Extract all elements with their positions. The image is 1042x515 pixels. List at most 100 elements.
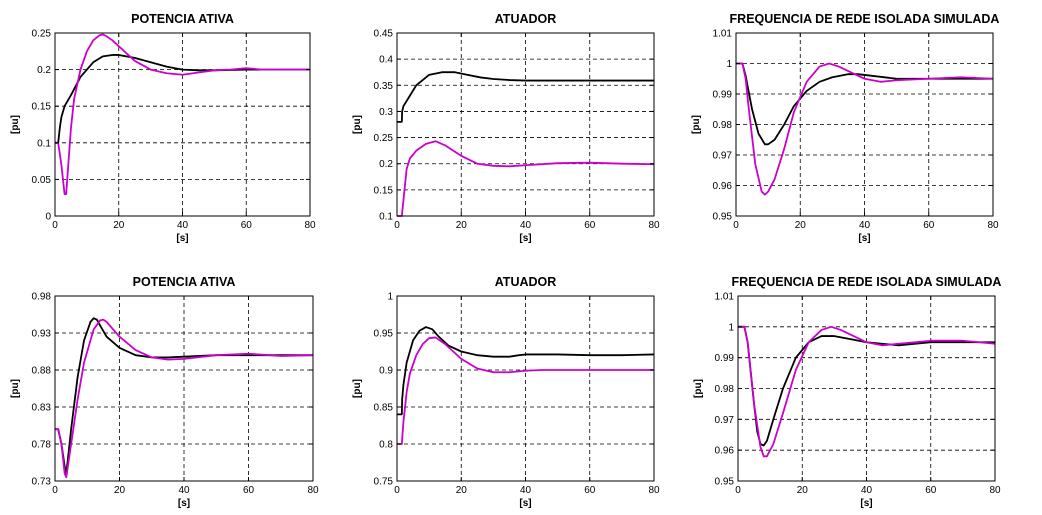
x-axis-label: [s] — [860, 498, 872, 509]
y-tick-label: 0.25 — [374, 133, 394, 144]
y-tick-label: 1.01 — [713, 29, 733, 40]
y-tick-label: 0.97 — [715, 415, 735, 426]
series-line-2 — [738, 325, 996, 458]
x-tick-label: 60 — [584, 220, 596, 231]
x-tick-label: 0 — [52, 485, 58, 496]
x-tick-label: 40 — [859, 220, 871, 231]
chart-title: ATUADOR — [495, 275, 557, 289]
y-axis-label: [pu] — [10, 379, 21, 398]
chart-title: FREQUENCIA DE REDE ISOLADA SIMULADA — [732, 275, 1002, 289]
y-tick-label: 0.95 — [374, 329, 394, 340]
x-tick-label: 80 — [304, 220, 316, 231]
y-tick-label: 0.98 — [713, 120, 733, 131]
x-tick-label: 80 — [307, 485, 319, 496]
x-tick-label: 40 — [520, 485, 532, 496]
x-tick-label: 40 — [178, 485, 190, 496]
y-axis-label: [pu] — [691, 115, 702, 134]
x-tick-label: 40 — [861, 485, 873, 496]
series-line-2 — [397, 140, 655, 217]
y-tick-label: 0.15 — [32, 102, 52, 113]
series-line-2 — [736, 62, 994, 196]
chart-title: FREQUENCIA DE REDE ISOLADA SIMULADA — [730, 12, 1000, 26]
x-tick-label: 0 — [394, 485, 400, 496]
y-tick-label: 0.45 — [374, 29, 394, 40]
subplot-6: 0 20 40 60 80 0.95 0.96 0.97 0.98 0.99 1 1.01 FREQUE… — [693, 275, 1001, 509]
y-tick-label: 0.97 — [713, 151, 733, 162]
x-tick-label: 80 — [987, 220, 999, 231]
y-tick-label: 0.2 — [379, 159, 393, 170]
chart-title: POTENCIA ATIVA — [133, 275, 236, 289]
x-tick-label: 0 — [733, 220, 739, 231]
y-tick-label: 0.98 — [32, 292, 52, 303]
x-tick-label: 0 — [52, 220, 58, 231]
y-tick-label: 0.99 — [713, 90, 733, 101]
series-line-2 — [397, 336, 654, 445]
y-tick-label: 0.99 — [715, 353, 735, 364]
y-tick-label: 0.9 — [379, 366, 393, 377]
y-tick-label: 0.25 — [32, 29, 52, 40]
y-tick-label: 1.01 — [715, 292, 735, 303]
x-tick-label: 20 — [456, 485, 468, 496]
y-axis-label: [pu] — [10, 115, 21, 134]
y-tick-label: 0.3 — [379, 107, 393, 118]
y-tick-label: 0.96 — [713, 181, 733, 192]
series-line-1 — [55, 317, 313, 475]
y-tick-label: 0.73 — [32, 477, 52, 488]
y-tick-label: 0.15 — [374, 185, 394, 196]
y-tick-label: 0.78 — [32, 440, 52, 451]
y-tick-label: 0.1 — [37, 138, 51, 149]
x-tick-label: 0 — [394, 220, 400, 231]
y-tick-label: 0.8 — [379, 440, 393, 451]
series-line-1 — [397, 71, 654, 123]
y-tick-label: 0.4 — [379, 55, 393, 66]
x-tick-label: 20 — [456, 220, 468, 231]
subplot-4: 0 20 40 60 80 0.73 0.78 0.83 0.88 0.93 0.98 POTENCI… — [10, 275, 319, 509]
series-line-1 — [397, 326, 655, 416]
x-axis-label: [s] — [178, 498, 190, 509]
x-axis-label: [s] — [176, 233, 188, 244]
x-tick-label: 40 — [520, 220, 532, 231]
x-tick-label: 0 — [735, 485, 741, 496]
x-axis-label: [s] — [519, 233, 531, 244]
x-tick-label: 60 — [241, 220, 253, 231]
y-tick-label: 0.88 — [32, 366, 52, 377]
x-tick-label: 60 — [243, 485, 255, 496]
y-tick-label: 0 — [45, 212, 51, 223]
x-axis-label: [s] — [519, 498, 531, 509]
y-tick-label: 0.95 — [713, 212, 733, 223]
subplot-2: 0 20 40 60 80 0.1 0.15 0.2 0.25 0.3 0.35 0.4 0.45 ATU… — [352, 12, 660, 244]
subplot-3: 0 20 40 60 80 0.95 0.96 0.97 0.98 0.99 1 1.01 FREQUE… — [691, 12, 999, 244]
x-tick-label: 20 — [114, 485, 126, 496]
x-tick-label: 80 — [989, 485, 1001, 496]
y-tick-label: 1 — [728, 322, 734, 333]
y-tick-label: 1 — [726, 59, 732, 70]
chart-title: POTENCIA ATIVA — [131, 12, 234, 26]
y-tick-label: 0.96 — [715, 446, 735, 457]
series-line-2 — [55, 33, 310, 195]
y-axis-label: [pu] — [352, 379, 363, 398]
x-tick-label: 20 — [113, 220, 125, 231]
x-tick-label: 20 — [795, 220, 807, 231]
y-tick-label: 0.83 — [32, 403, 52, 414]
y-tick-label: 0.85 — [374, 403, 394, 414]
subplot-5: 0 20 40 60 80 0.75 0.8 0.85 0.9 0.95 1 ATUADOR [s] [p… — [352, 275, 660, 509]
y-tick-label: 0.93 — [32, 329, 52, 340]
y-tick-label: 0.95 — [715, 477, 735, 488]
x-tick-label: 20 — [797, 485, 809, 496]
y-tick-label: 0.1 — [379, 212, 393, 223]
subplot-1: 0 20 40 60 80 0 0.05 0.1 0.15 0.2 0.25 POTENCIA ATI… — [10, 12, 316, 244]
y-tick-label: 0.35 — [374, 81, 394, 92]
chart-title: ATUADOR — [495, 12, 557, 26]
y-axis-label: [pu] — [693, 379, 704, 398]
y-tick-label: 0.05 — [32, 175, 52, 186]
y-tick-label: 0.98 — [715, 384, 735, 395]
x-tick-label: 60 — [923, 220, 935, 231]
x-axis-label: [s] — [858, 233, 870, 244]
x-tick-label: 40 — [177, 220, 189, 231]
x-tick-label: 60 — [925, 485, 937, 496]
x-tick-label: 60 — [584, 485, 596, 496]
x-tick-label: 80 — [648, 485, 660, 496]
y-tick-label: 0.2 — [37, 65, 51, 76]
y-axis-label: [pu] — [352, 115, 363, 134]
